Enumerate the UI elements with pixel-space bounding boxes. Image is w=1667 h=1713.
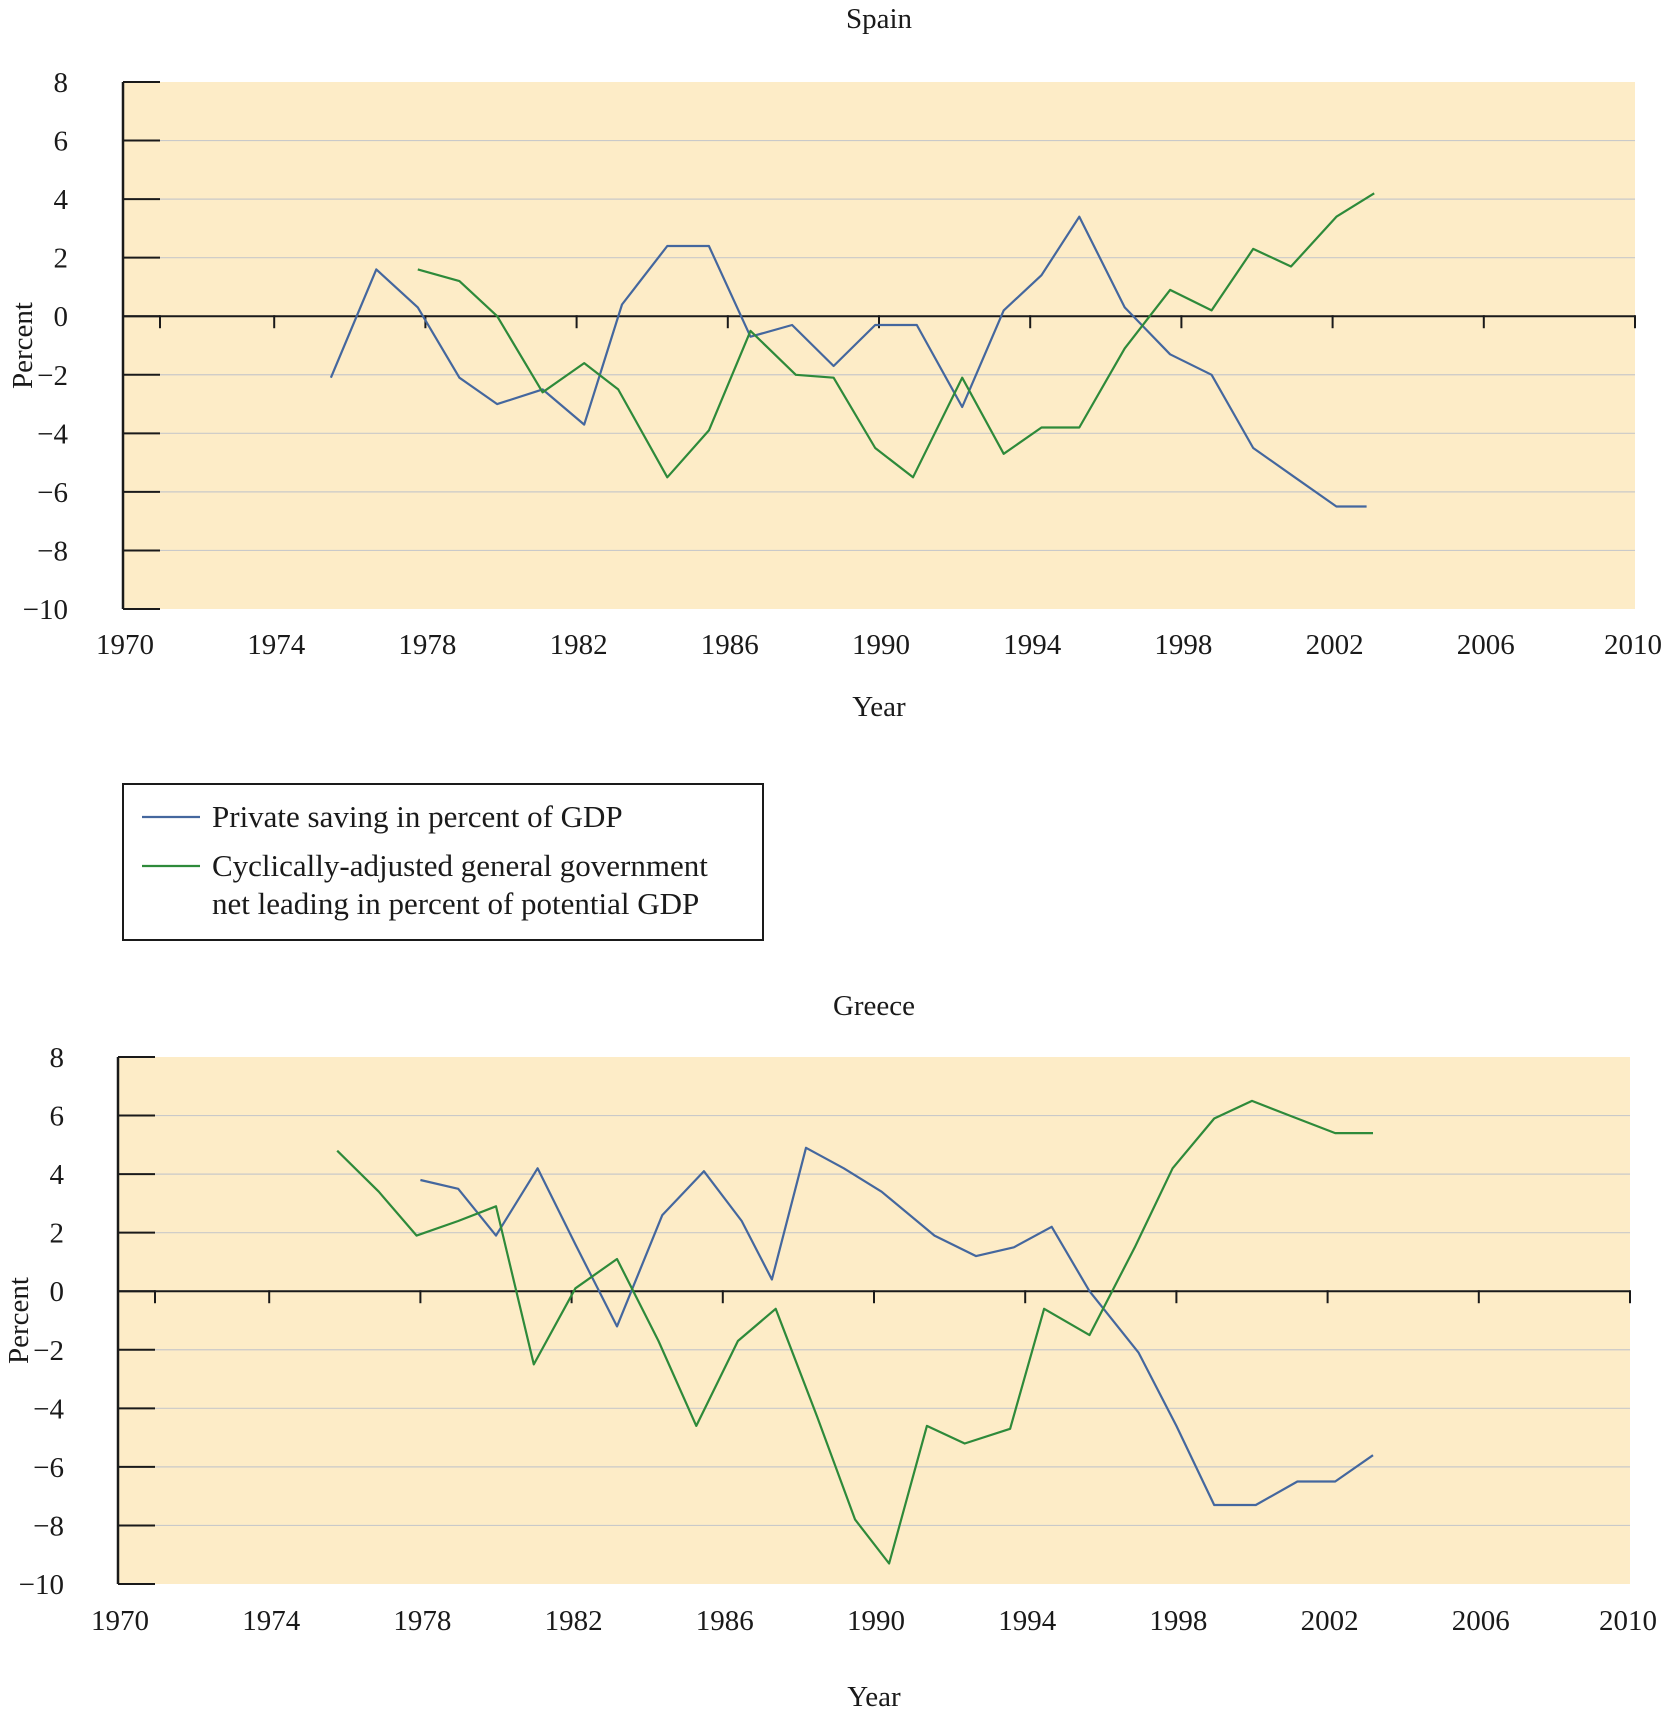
spain-series-private-saving: [329, 215, 1367, 508]
spain-y-axis-title: Percent: [7, 302, 39, 389]
greece-x-tick-label: 1986: [696, 1605, 754, 1637]
greece-x-axis-title: Year: [847, 1681, 901, 1713]
spain-y-tick-label: −2: [37, 360, 68, 392]
greece-y-tick-label: −10: [19, 1569, 64, 1601]
greece-y-tick-label: 8: [50, 1042, 65, 1074]
greece-series-government-lending: [336, 1099, 1373, 1565]
spain-title: Spain: [846, 3, 913, 35]
greece-series-private-saving: [420, 1146, 1374, 1507]
spain-x-axis-title: Year: [852, 691, 906, 723]
legend-label-government-lending-line-1: Cyclically-adjusted general government: [212, 848, 708, 883]
greece-x-tick-label: 1994: [998, 1605, 1057, 1637]
greece-x-tick-label: 1998: [1149, 1605, 1207, 1637]
greece-y-axis-title: Percent: [3, 1277, 35, 1364]
spain-x-tick-label: 2006: [1457, 629, 1515, 661]
greece-y-tick-label: 4: [50, 1159, 65, 1191]
legend-label-private-saving: Private saving in percent of GDP: [212, 799, 623, 834]
spain-x-tick-label: 2002: [1306, 629, 1364, 661]
greece-x-tick-label: 1970: [91, 1605, 149, 1637]
spain-y-tick-label: −4: [37, 418, 68, 450]
spain-x-tick-label: 2010: [1604, 629, 1662, 661]
greece-x-tick-label: 2002: [1301, 1605, 1359, 1637]
legend-box: [122, 783, 764, 941]
greece-y-tick-label: −8: [33, 1510, 64, 1542]
spain-y-tick-label: 0: [54, 301, 69, 333]
spain-y-tick-label: 4: [54, 184, 69, 216]
spain-series-government-lending: [417, 192, 1375, 479]
spain-x-tick-label: 1978: [398, 629, 456, 661]
spain-x-tick-label: 1986: [701, 629, 759, 661]
greece-title: Greece: [833, 990, 915, 1022]
spain-chart: Spain 8 6 4 2 0 −2 −4 −6 −8 −10 1970 1974 1978 1982 198…: [7, 3, 1662, 723]
spain-y-tick-label: 2: [54, 243, 69, 275]
greece-x-tick-label: 1990: [847, 1605, 905, 1637]
greece-y-tick-label: 2: [50, 1218, 65, 1250]
spain-y-tick-label: −6: [37, 477, 68, 509]
greece-chart: Greece 8 6 4 2 0 −2 −4 −6 −8 −10 1970 1974 1978 1982 19…: [3, 990, 1657, 1713]
greece-y-tick-label: 0: [50, 1276, 65, 1308]
spain-x-tick-label: 1970: [96, 629, 154, 661]
spain-x-tick-label: 1974: [247, 629, 306, 661]
spain-x-tick-label: 1990: [852, 629, 910, 661]
spain-y-tick-label: −10: [23, 594, 68, 626]
legend-label-government-lending-line-2: net leading in percent of potential GDP: [212, 886, 699, 921]
legend: Private saving in percent of GDP Cyclica…: [122, 783, 764, 941]
spain-x-tick-label: 1998: [1154, 629, 1212, 661]
spain-y-tick-label: −8: [37, 535, 68, 567]
spain-plot-area: [123, 82, 1635, 609]
greece-x-tick-label: 2010: [1599, 1605, 1657, 1637]
spain-y-tick-label: 6: [54, 126, 69, 158]
greece-x-tick-label: 1978: [393, 1605, 451, 1637]
greece-x-tick-label: 2006: [1452, 1605, 1510, 1637]
spain-x-tick-label: 1994: [1003, 629, 1062, 661]
greece-y-tick-label: 6: [50, 1101, 65, 1133]
greece-x-tick-label: 1982: [545, 1605, 603, 1637]
spain-x-tick-label: 1982: [550, 629, 608, 661]
greece-x-tick-label: 1974: [242, 1605, 301, 1637]
greece-y-tick-label: −4: [33, 1393, 64, 1425]
greece-y-tick-label: −2: [33, 1335, 64, 1367]
greece-y-tick-label: −6: [33, 1452, 64, 1484]
spain-y-tick-label: 8: [54, 67, 69, 99]
greece-plot-area: [118, 1057, 1630, 1584]
